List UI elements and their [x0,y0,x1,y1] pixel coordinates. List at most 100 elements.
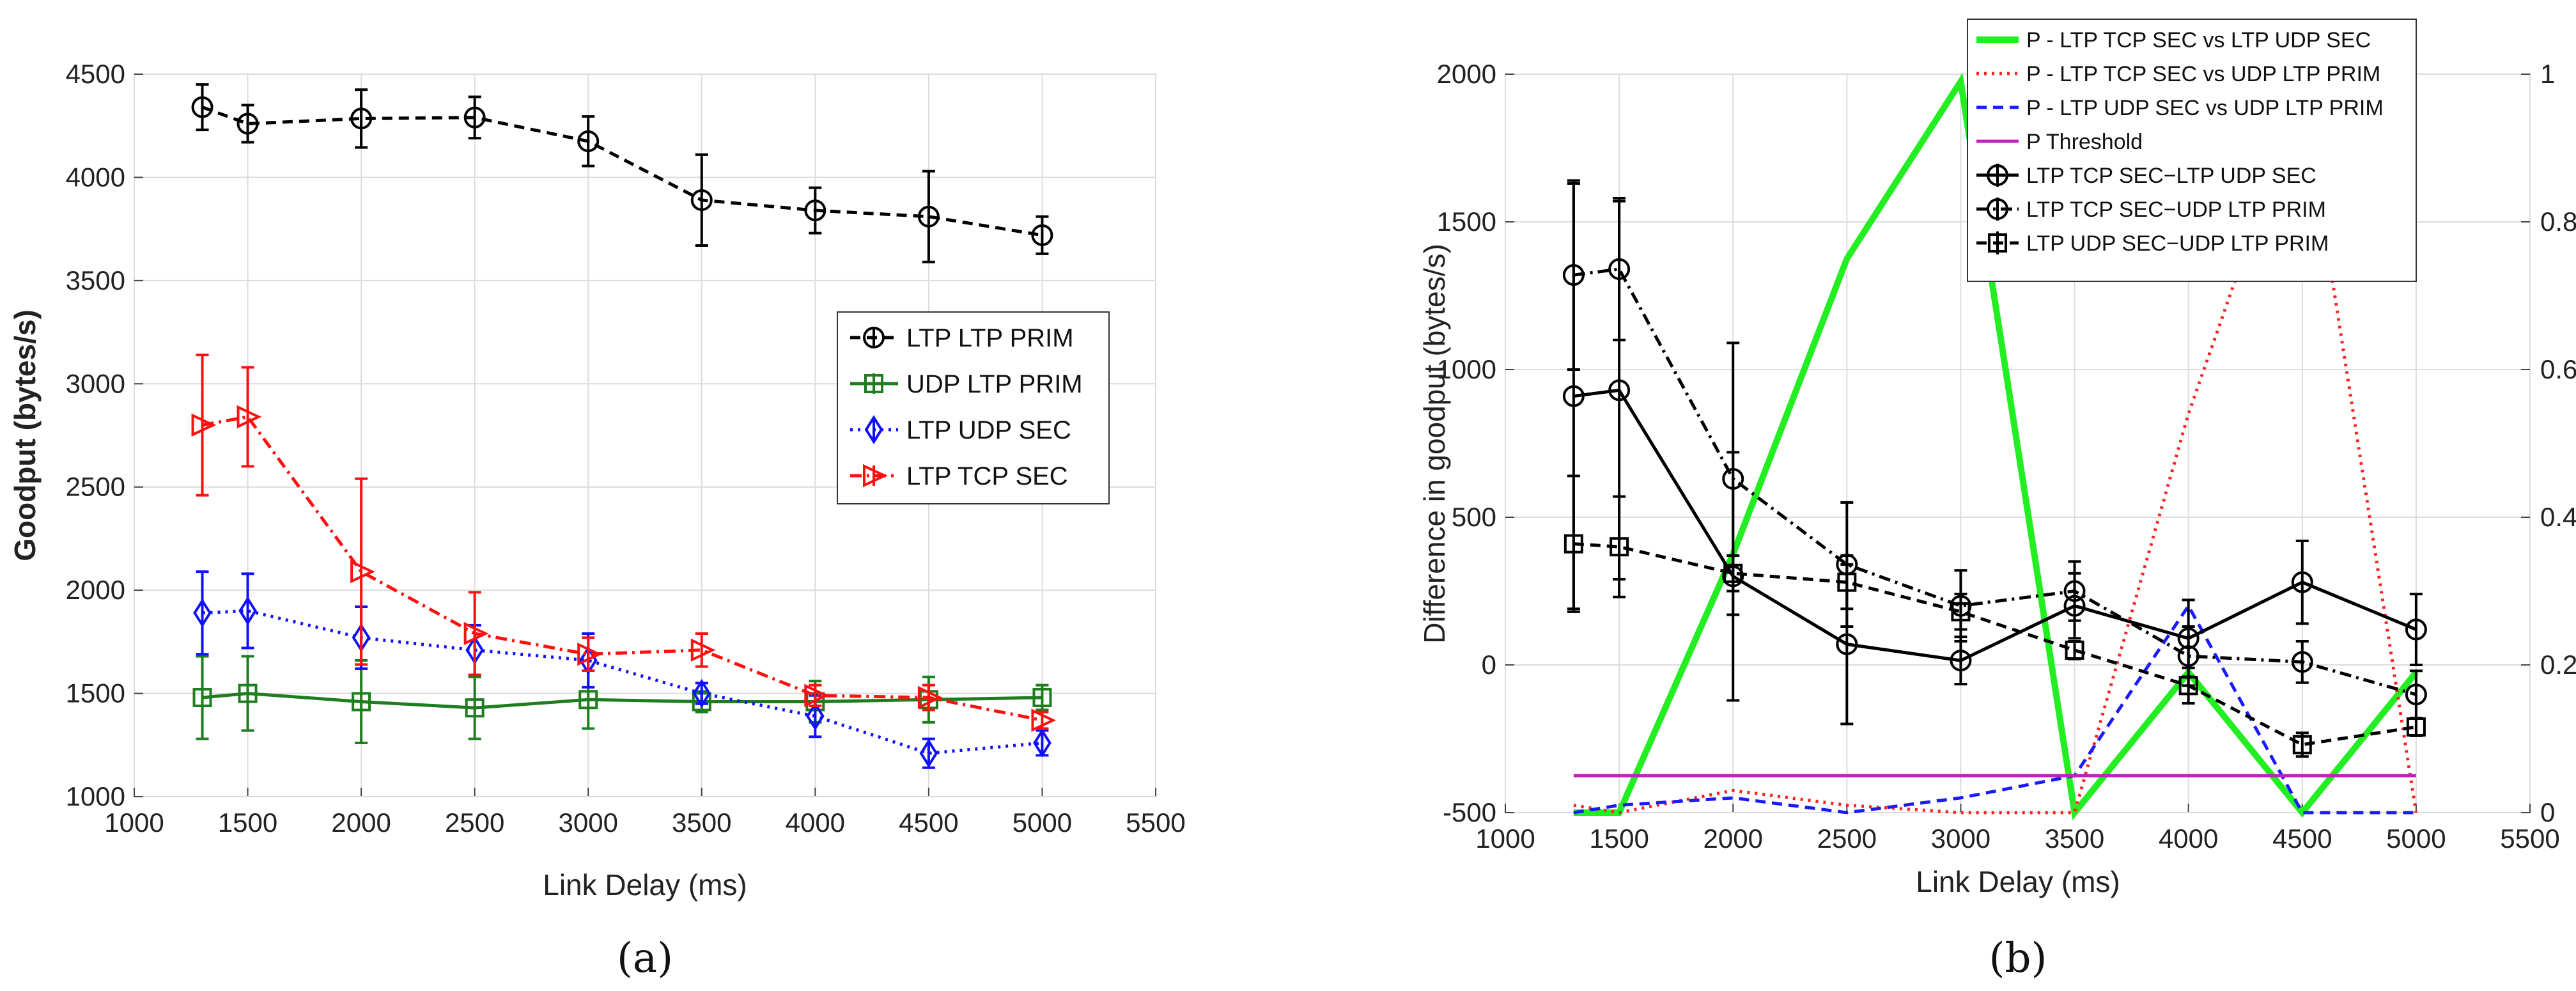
legend-swatch-marker [864,415,883,444]
panel-a-series-3-point [692,678,711,708]
panel-a-series-3-point [238,596,257,626]
x-tick-label: 4500 [899,808,958,838]
panel-a-series-1-point [350,107,373,130]
legend-label: P - LTP UDP SEC vs UDP LTP PRIM [2026,96,2384,120]
y-tick-label: 4000 [66,162,125,192]
y-tick-label: 3000 [66,368,125,398]
panel-b-chart: 1000 1500 2000 2500 3000 3500 4000 4500 5000 5500… [1418,19,2576,982]
panel-b-p-series-3-line [1573,602,2416,815]
x-tick-label: 4000 [2159,823,2218,854]
x-tick-label: 2500 [445,808,504,838]
x-tick-label: 1000 [104,808,164,838]
panel-b-diff-series-2-point [1722,467,1744,490]
legend-swatch-marker [1988,233,2007,253]
legend-label: UDP LTP PRIM [906,370,1083,398]
panel-b-legend: P - LTP TCP SEC vs LTP UDP SEC P - LTP TC… [1967,19,2417,282]
panel-b-diff-series-2-point [1562,264,1585,286]
panel-b-y-axis-label: Difference in goodput (bytes/s) [1418,244,1451,644]
x-tick-label: 5000 [1013,808,1072,838]
x-tick-label: 4000 [786,808,845,838]
y-tick-label: 1500 [66,678,125,708]
panel-a-legend-box [837,311,1110,504]
panel-a-series-4-point [237,405,262,429]
panel-b-diff-series-1-point [2405,618,2427,641]
x-tick-label: 4500 [2272,823,2332,854]
panel-a-series-3-point [919,738,938,768]
panel-b-diff-series-3-point [1610,537,1629,557]
panel-b-diff-series-2-point [1608,258,1631,280]
panel-b-diff-series-3-point [2065,640,2084,660]
panel-a-series-4-point [917,685,943,710]
panel-a-series-1-point [1031,224,1053,246]
x-tick-label: 5500 [2500,823,2559,854]
panel-a-series-2-point [578,690,598,710]
legend-swatch-marker [1987,164,2008,186]
panel-a-legend-items: LTP LTP PRIM UDP LTP PRIM LTP UDP SEC LTP T… [850,324,1083,490]
panel-a-series-1-point [804,199,826,222]
panel-b-x-axis-label: Link Delay (ms) [1916,865,2120,898]
legend-swatch-marker [1987,198,2008,220]
panel-a-legend: LTP LTP PRIM UDP LTP PRIM LTP UDP SEC LTP T… [837,311,1110,504]
panel-a-series-1-point [917,205,940,228]
y2-tick-label: 0.8 [2540,207,2576,237]
panel-b-diff-series-3-line [1573,542,2417,747]
panel-a-series [191,83,1057,769]
panel-b-diff-series-2-point [2405,683,2427,706]
x-tick-label: 1500 [1589,823,1649,854]
y2-tick-label: 0 [2540,797,2555,827]
panel-b-diff-series-1-point [1608,379,1631,402]
panel-b-legend-box [1967,19,2417,282]
panel-a-series-2-point [192,688,212,708]
panel-b-diff-series-3-point [1563,534,1583,554]
panel-b-diff-series-1-point [2291,571,2313,593]
panel-b-diff-series-2-point [2177,645,2200,667]
panel-b-diff-series-3-point [1951,602,1971,621]
legend-label: P Threshold [2026,130,2143,154]
y-tick-label: 2000 [1437,59,1496,89]
legend-label: P - LTP TCP SEC vs UDP LTP PRIM [2026,62,2380,86]
x-tick-label: 3500 [672,808,731,838]
y2-tick-label: 0.4 [2540,502,2576,532]
x-tick-label: 2500 [1817,823,1877,854]
panel-a-series-3-point [193,598,212,628]
legend-label: LTP TCP SEC−LTP UDP SEC [2026,164,2316,188]
y-tick-label: 500 [1452,502,1496,532]
panel-b-diff-series-3-point [1723,563,1743,583]
panel-a-chart: 1000 1500 2000 2500 3000 3500 4000 4500 5000 5500… [8,59,1186,982]
legend-label: LTP LTP PRIM [906,324,1074,352]
legend-label: LTP TCP SEC−UDP LTP PRIM [2026,198,2326,222]
panel-b-tick-labels: 1000 1500 2000 2500 3000 3500 4000 4500 5000 5500… [1437,59,2576,854]
panel-a-series-4-point [191,413,217,437]
panel-a-label: (a) [617,935,673,982]
y2-tick-label: 1 [2540,59,2555,89]
y-tick-label: 0 [1482,650,1496,680]
panel-a-series-4-point [463,621,489,646]
panel-a-series-2-point [465,698,485,718]
legend-swatch-marker [863,327,885,348]
panel-b-p-series-2-line [1573,88,2418,815]
panel-a-series-4-point [1031,708,1057,732]
panel-a-series-1-point [191,96,213,118]
panel-a-series-4-point [690,638,716,662]
panel-a-x-axis-label: Link Delay (ms) [543,868,747,901]
panel-b-label: (b) [1989,935,2047,982]
panel-b-diff-series-2-point [2063,580,2086,602]
x-tick-label: 3000 [559,808,618,838]
panel-a-series-1-point [690,189,713,211]
panel-b-diff-series-1-point [1836,633,1858,655]
panel-b-diff-series-1-point [1950,650,1972,672]
panel-a-series-4-point [804,683,830,707]
y-tick-label: 2000 [66,575,125,605]
x-tick-label: 1000 [1475,823,1535,854]
panel-a-series-4-point [577,643,602,666]
legend-label: LTP TCP SEC [906,462,1068,490]
panel-b-p-series-1-line [1573,72,2419,820]
panel-a-y-axis-label: Goodput (bytes/s) [8,309,42,561]
y-tick-label: 1500 [1437,207,1496,237]
y-tick-label: -500 [1443,797,1496,827]
panel-b-diff-series-3-point [2406,717,2426,737]
legend-label: P - LTP TCP SEC vs LTP UDP SEC [2026,28,2371,52]
panel-a-series-1-point [237,113,259,135]
panel-b-diff-series-1-point [1562,385,1585,407]
